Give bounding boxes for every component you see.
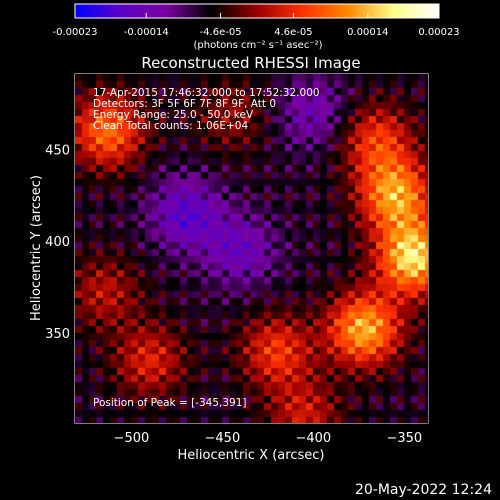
heatmap-image [75, 74, 428, 423]
colorbar-tick-label: -0.00014 [124, 27, 169, 38]
x-tick-label: −450 [205, 431, 241, 446]
chart-title: Reconstructed RHESSI Image [141, 54, 360, 72]
y-tick-label: 400 [45, 235, 70, 250]
colorbar-tick-label: -4.6e-05 [200, 27, 242, 38]
annotation-energy: Energy Range: 25.0 - 50.0 keV [93, 109, 254, 121]
colorbar-unit-label: (photons cm⁻² s⁻¹ asec⁻²) [193, 40, 322, 51]
footer-date: 20-May-2022 12:24 [354, 482, 492, 498]
colorbar-tick-label: 0.00023 [418, 27, 459, 38]
y-tick-label: 450 [45, 143, 70, 158]
x-tick-label: −500 [114, 431, 150, 446]
heatmap-plot-area: 17-Apr-2015 17:46:32.000 to 17:52:32.000… [75, 74, 428, 423]
annotation-peak-position: Position of Peak = [-345,391] [93, 397, 247, 409]
colorbar-tick-label: 0.00014 [347, 27, 388, 38]
annotation-detectors: Detectors: 3F 5F 6F 7F 8F 9F, Att 0 [93, 98, 277, 110]
colorbar-ticks: -0.00023 -0.00014 -4.6e-05 4.6e-05 0.00014 0.… [53, 13, 460, 38]
annotation-time-range: 17-Apr-2015 17:46:32.000 to 17:52:32.000 [93, 87, 320, 99]
colorbar-tick-label: 4.6e-05 [274, 27, 312, 38]
annotation-clean: Clean Total counts: 1.06E+04 [93, 120, 249, 132]
x-axis-label: Heliocentric X (arcsec) [178, 448, 325, 463]
y-axis-label: Heliocentric Y (arcsec) [29, 175, 44, 321]
colorbar [74, 3, 440, 19]
x-tick-label: −350 [386, 431, 422, 446]
y-tick-label: 350 [45, 327, 70, 342]
colorbar-tick-label: -0.00023 [53, 27, 98, 38]
x-tick-label: −400 [296, 431, 332, 446]
